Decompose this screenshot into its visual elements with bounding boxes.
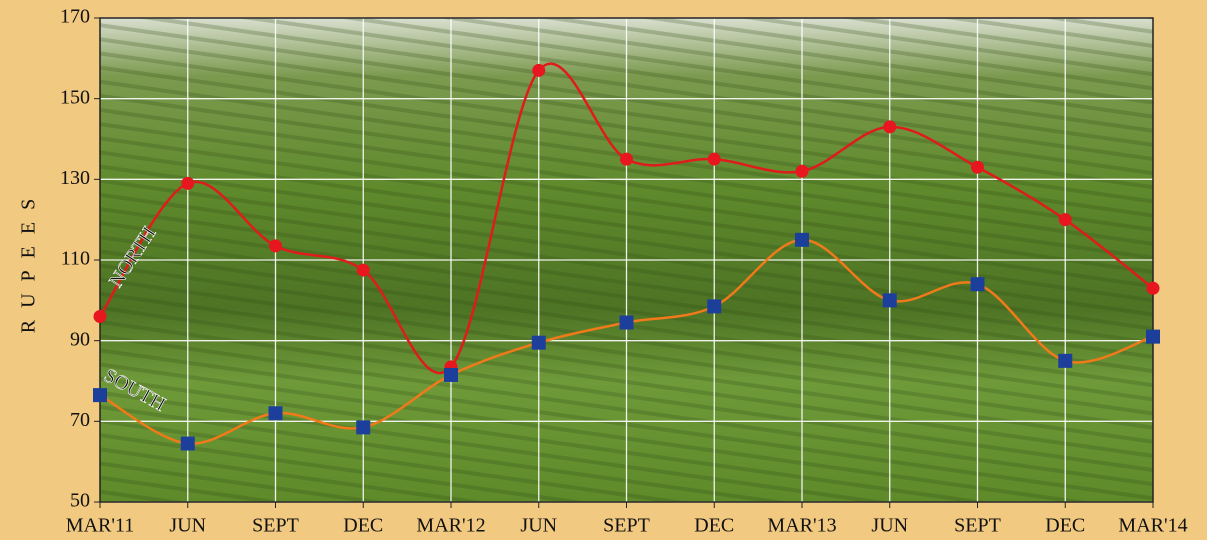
x-tick-label: SEPT: [603, 515, 650, 537]
x-tick-label: JUN: [169, 515, 206, 537]
point: [708, 153, 721, 166]
point: [1059, 213, 1072, 226]
point: [971, 277, 985, 291]
x-tick-label: SEPT: [954, 515, 1001, 537]
point: [269, 406, 283, 420]
y-tick-label: 90: [70, 328, 90, 350]
point: [357, 264, 370, 277]
point: [796, 165, 809, 178]
point: [795, 233, 809, 247]
point: [1147, 282, 1160, 295]
y-tick-label: 170: [60, 6, 90, 28]
y-tick-label: 130: [60, 167, 90, 189]
point: [356, 420, 370, 434]
chart: RUPEES 50 70 90 110 130 150 170 MAR'11 JUN SEPT DE…: [0, 0, 1207, 540]
point: [620, 153, 633, 166]
x-tick-label: MAR'12: [416, 515, 485, 537]
point: [94, 310, 107, 323]
x-tick-label: JUN: [520, 515, 557, 537]
y-tick-label: 70: [70, 409, 90, 431]
point: [883, 293, 897, 307]
x-tick-label: DEC: [694, 515, 734, 537]
point: [707, 299, 721, 313]
point: [532, 64, 545, 77]
point: [181, 437, 195, 451]
point: [93, 388, 107, 402]
point: [883, 120, 896, 133]
point: [532, 336, 546, 350]
point: [1146, 330, 1160, 344]
point: [620, 316, 634, 330]
x-tick-label: JUN: [871, 515, 908, 537]
point: [181, 177, 194, 190]
point: [444, 368, 458, 382]
x-tick-label: DEC: [1045, 515, 1085, 537]
point: [971, 161, 984, 174]
x-tick-label: MAR'11: [66, 515, 134, 537]
y-tick-label: 150: [60, 86, 90, 108]
x-tick-label: DEC: [343, 515, 383, 537]
x-tick-label: MAR'14: [1118, 515, 1187, 537]
point: [1058, 354, 1072, 368]
x-tick-label: SEPT: [252, 515, 299, 537]
point: [269, 239, 282, 252]
y-tick-label: 50: [70, 490, 90, 512]
y-axis-label: RUPEES: [18, 187, 40, 333]
x-tick-label: MAR'13: [767, 515, 836, 537]
y-tick-label: 110: [61, 248, 90, 270]
